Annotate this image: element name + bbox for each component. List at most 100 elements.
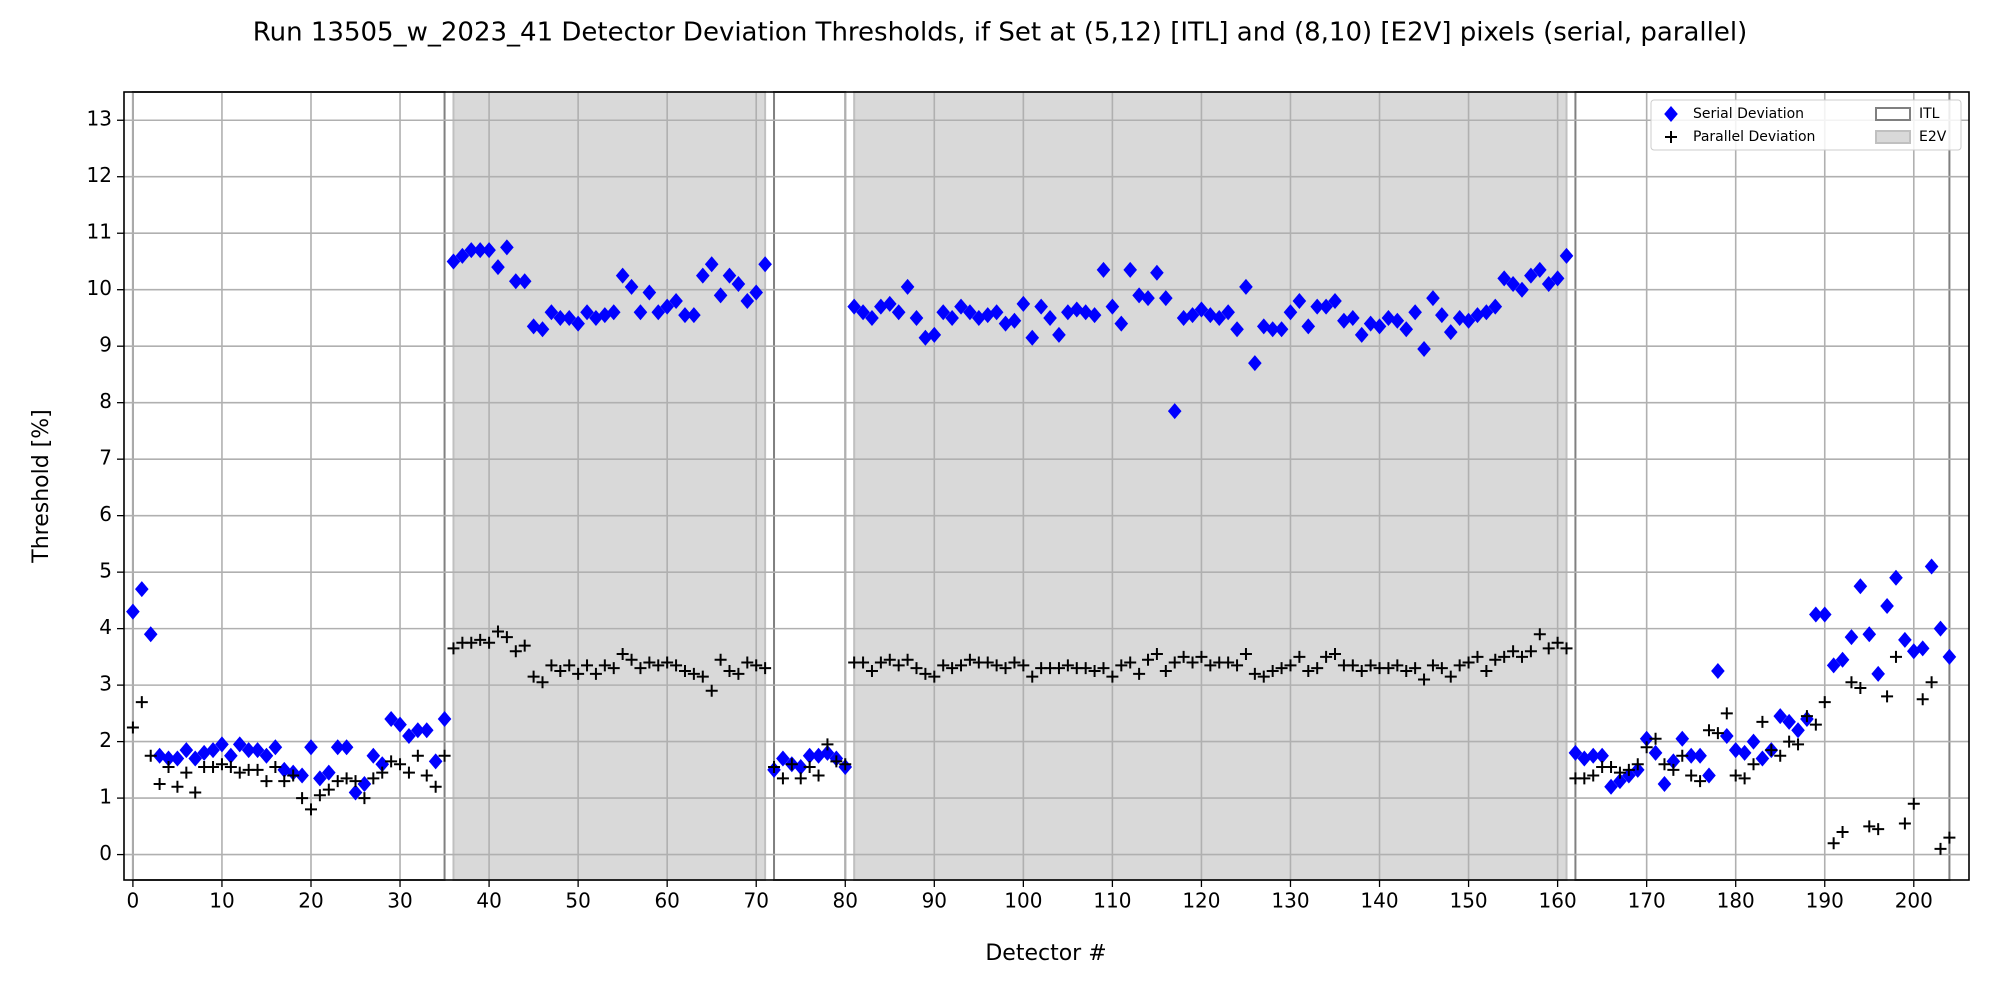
diamond-marker xyxy=(1194,301,1209,318)
diamond-marker xyxy=(1025,329,1040,346)
plus-marker xyxy=(1685,769,1698,782)
plus-marker xyxy=(1329,648,1341,661)
diamond-marker xyxy=(402,727,416,744)
diamond-marker xyxy=(1283,304,1298,321)
plus-marker xyxy=(1052,662,1065,675)
diamond-marker xyxy=(357,775,372,792)
diamond-marker xyxy=(624,278,639,295)
plus-marker xyxy=(367,772,380,785)
diamond-marker xyxy=(393,716,407,733)
plus-marker xyxy=(1854,681,1867,694)
diamond-marker xyxy=(1666,753,1681,770)
plot-frame xyxy=(123,91,1970,881)
plus-marker xyxy=(135,696,148,709)
diamond-marker xyxy=(1435,307,1449,324)
plus-marker xyxy=(313,789,326,802)
diamond-marker xyxy=(642,284,657,301)
plus-marker xyxy=(1088,664,1101,677)
plus-marker xyxy=(1204,659,1217,672)
y-tick-label: 12 xyxy=(87,163,112,187)
plus-marker xyxy=(981,656,994,669)
region xyxy=(452,91,767,881)
plus-marker xyxy=(1079,662,1092,675)
plus-marker xyxy=(304,803,317,816)
y-tick-label: 10 xyxy=(87,276,112,300)
x-tick-label: 70 xyxy=(743,889,768,913)
diamond-marker xyxy=(1675,730,1690,747)
diamond-marker xyxy=(206,742,220,759)
plus-marker xyxy=(1533,628,1546,641)
x-tick-label: 10 xyxy=(209,889,234,913)
diamond-marker xyxy=(927,326,942,343)
plus-marker xyxy=(919,667,932,680)
chart-title: Run 13505_w_2023_41 Detector Deviation T… xyxy=(253,18,1747,48)
plus-marker xyxy=(1863,820,1876,833)
plus-marker xyxy=(1578,772,1591,785)
plus-marker xyxy=(1133,667,1146,680)
plus-marker xyxy=(1943,831,1956,844)
plus-marker xyxy=(1444,670,1457,683)
diamond-marker xyxy=(1773,708,1788,725)
diamond-marker xyxy=(1007,312,1022,329)
diamond-marker xyxy=(1461,312,1476,329)
diamond-marker xyxy=(500,239,514,256)
plus-marker xyxy=(1097,662,1110,675)
plus-marker xyxy=(1613,766,1626,779)
diamond-marker xyxy=(1826,657,1841,674)
x-tick-label: 40 xyxy=(476,889,501,913)
plus-marker xyxy=(180,766,193,779)
diamond-marker xyxy=(1310,298,1324,315)
plus-marker xyxy=(144,749,157,762)
plus-marker xyxy=(678,664,691,677)
plus-marker xyxy=(581,659,594,672)
plus-marker xyxy=(1524,645,1537,658)
diamond-marker xyxy=(517,273,532,290)
plus-marker xyxy=(1150,648,1163,661)
diamond-marker xyxy=(1595,747,1609,764)
plus-marker xyxy=(1551,636,1564,649)
diamond-marker xyxy=(802,747,817,764)
diamond-marker xyxy=(1853,578,1868,595)
x-tick-label: 180 xyxy=(1717,889,1755,913)
diamond-marker xyxy=(900,278,915,295)
diamond-marker xyxy=(749,284,764,301)
diamond-marker xyxy=(687,307,701,324)
plus-marker xyxy=(1560,642,1573,655)
plus-marker xyxy=(1168,656,1181,669)
diamond-marker xyxy=(268,739,283,756)
plus-marker xyxy=(287,769,300,782)
plus-marker xyxy=(420,769,433,782)
plus-marker xyxy=(545,659,558,672)
diamond-marker xyxy=(482,242,496,259)
plus-marker xyxy=(830,755,843,768)
diamond-marker xyxy=(856,304,870,321)
plus-marker xyxy=(536,676,549,689)
plus-marker xyxy=(1756,715,1769,728)
diamond-marker xyxy=(615,267,630,284)
plus-marker xyxy=(1711,727,1724,740)
diamond-marker xyxy=(678,307,692,324)
plus-marker xyxy=(1106,670,1119,683)
diamond-marker xyxy=(1755,750,1770,767)
plus-marker xyxy=(189,786,202,799)
diamond-marker xyxy=(1185,307,1200,324)
diamond-marker xyxy=(126,603,140,620)
plus-marker xyxy=(474,633,487,646)
diamond-marker xyxy=(473,242,487,259)
diamond-marker xyxy=(1746,733,1761,750)
plus-marker xyxy=(1115,659,1128,672)
plus-marker xyxy=(500,631,513,644)
diamond-marker xyxy=(1550,270,1565,287)
plus-marker xyxy=(1809,718,1822,731)
diamond-marker xyxy=(1497,270,1511,287)
diamond-marker xyxy=(1034,298,1048,315)
plus-marker xyxy=(527,670,540,683)
diamond-marker xyxy=(865,309,879,326)
diamond-marker xyxy=(1016,295,1031,312)
plus-marker xyxy=(1008,656,1021,669)
diamond-marker xyxy=(847,298,861,315)
plus-marker xyxy=(1471,650,1484,663)
diamond-marker xyxy=(330,739,345,756)
diamond-marker xyxy=(1167,403,1182,420)
legend-label: Parallel Deviation xyxy=(1693,129,1815,145)
